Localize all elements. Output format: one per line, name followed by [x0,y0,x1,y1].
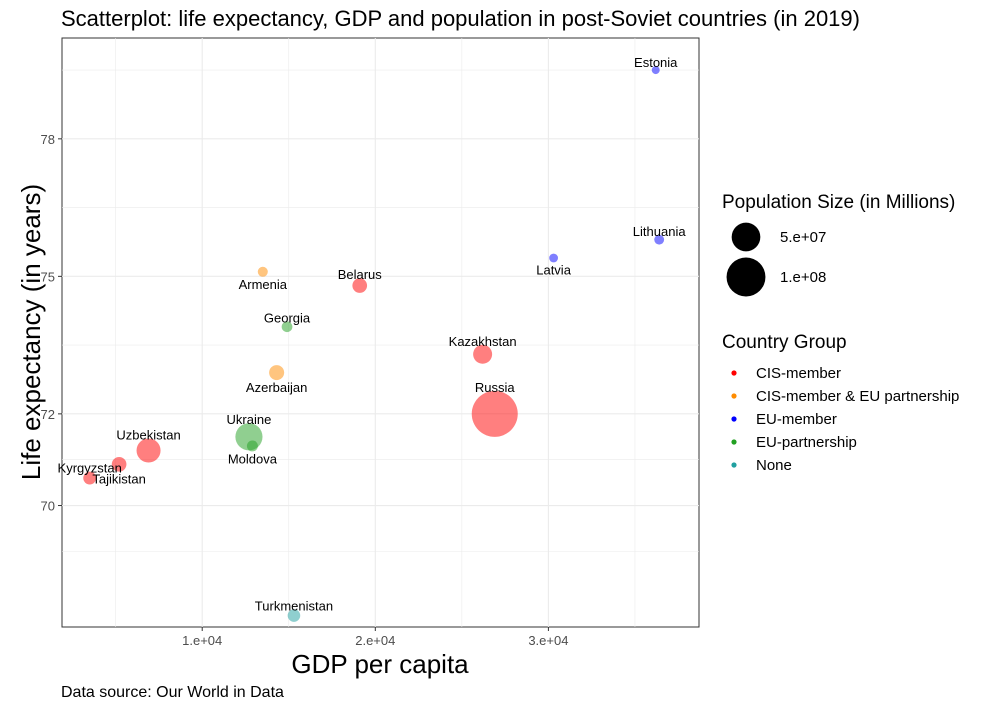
data-point [281,321,293,333]
point-label: Uzbekistan [116,428,180,443]
point-label: Kyrgyzstan [58,461,122,476]
color-legend-label: CIS-member & EU partnership [756,388,959,405]
color-legend-title: Country Group [722,332,847,353]
data-point [269,365,285,381]
data-point [473,344,493,364]
color-legend-key [731,416,737,422]
grid [62,38,699,627]
color-legend-key [731,393,737,399]
data-points [83,66,665,622]
data-point [471,390,518,437]
point-label: Lithuania [633,224,687,239]
axis-ticks: 1.e+04 2.e+04 3.e+04 70 72 75 78 [41,132,569,648]
data-point [549,253,559,263]
color-legend-key [731,439,737,445]
data-point [246,440,258,452]
color-legend-key [731,370,737,376]
y-tick-label: 72 [41,407,55,422]
size-legend-key [726,257,766,297]
data-point [83,471,97,485]
point-label: Azerbaijan [246,380,307,395]
color-legend-label: CIS-member [756,365,841,382]
size-legend-label: 5.e+07 [780,229,826,246]
x-tick-label: 2.e+04 [355,633,395,648]
data-point [654,234,665,245]
point-label: Estonia [634,55,678,70]
data-point [257,266,268,277]
data-point [352,278,368,293]
color-legend-label: None [756,457,792,474]
point-label: Armenia [239,277,288,292]
point-label: Moldova [228,451,278,466]
point-label: Latvia [536,262,571,277]
plot-panel [61,37,700,628]
data-point [287,609,301,622]
point-label: Ukraine [227,412,272,427]
caption: Data source: Our World in Data [61,684,284,701]
chart-title: Scatterplot: life expectancy, GDP and po… [61,6,860,31]
y-axis-title: Life expectancy (in years) [16,184,46,480]
point-label: Georgia [264,310,311,325]
size-legend-title: Population Size (in Millions) [722,192,955,213]
y-tick-label: 75 [41,269,55,284]
y-tick-label: 78 [41,132,55,147]
size-legend-label: 1.e+08 [780,269,826,286]
point-labels: Estonia Lithuania Latvia Armenia Belarus Geor… [58,55,687,613]
x-tick-label: 3.e+04 [528,633,568,648]
color-legend-label: EU-member [756,411,837,428]
y-tick-label: 70 [41,499,55,514]
x-tick-label: 1.e+04 [182,633,222,648]
point-label: Turkmenistan [255,598,333,613]
data-point [111,456,127,472]
size-legend-key [731,222,761,252]
point-label: Belarus [338,267,383,282]
color-legend-key [731,462,737,468]
color-legend-label: EU-partnership [756,434,857,451]
legend: Population Size (in Millions) 5.e+07 1.e+0… [722,192,959,474]
data-point [136,438,161,463]
data-point [651,66,660,75]
point-label: Kazakhstan [449,334,517,349]
x-axis-title: GDP per capita [291,649,469,679]
point-label: Tajikistan [92,472,145,487]
point-label: Russia [475,380,516,395]
